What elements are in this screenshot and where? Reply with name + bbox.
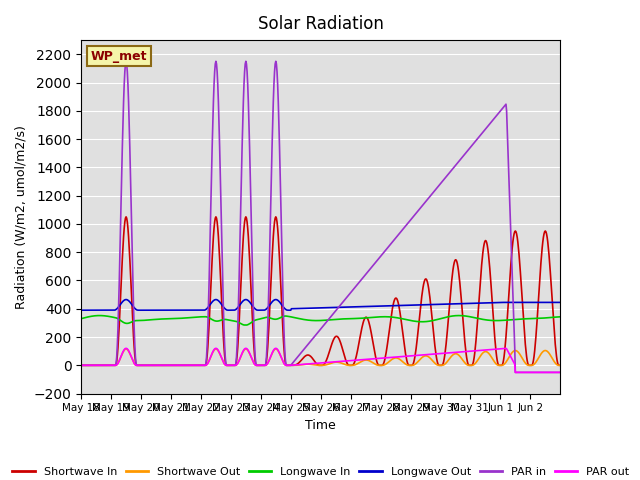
PAR in [122, 59, 130, 64]
Longwave Out [134, 307, 142, 313]
PAR out [397, 354, 404, 360]
X-axis label: Time: Time [305, 419, 336, 432]
PAR out [222, 362, 230, 368]
PAR out [556, 370, 563, 375]
PAR in [556, 370, 563, 375]
Shortwave In [370, 344, 378, 350]
PAR out [122, 346, 130, 351]
Shortwave Out [397, 357, 404, 363]
Line: Shortwave In: Shortwave In [81, 217, 559, 365]
Shortwave Out [246, 351, 253, 357]
Shortwave In [77, 362, 85, 368]
Longwave In [77, 316, 85, 322]
PAR out [370, 356, 378, 361]
PAR out [264, 360, 271, 366]
PAR in [511, 370, 519, 375]
Longwave Out [122, 297, 130, 302]
Longwave In [246, 321, 254, 326]
PAR out [246, 350, 253, 356]
Longwave In [556, 314, 563, 320]
Shortwave Out [222, 362, 230, 368]
PAR in [370, 262, 378, 267]
Shortwave In [134, 362, 142, 368]
Shortwave In [122, 214, 130, 220]
PAR out [511, 370, 519, 375]
Text: WP_met: WP_met [91, 49, 147, 62]
PAR in [222, 361, 230, 367]
PAR out [134, 362, 142, 368]
Legend: Shortwave In, Shortwave Out, Longwave In, Longwave Out, PAR in, PAR out: Shortwave In, Shortwave Out, Longwave In… [8, 463, 634, 480]
Longwave Out [77, 307, 85, 313]
Shortwave Out [134, 362, 142, 368]
Longwave In [371, 314, 378, 320]
PAR in [77, 362, 85, 368]
Shortwave Out [556, 362, 563, 368]
Shortwave In [264, 345, 271, 350]
PAR in [397, 229, 404, 235]
Shortwave In [556, 362, 563, 368]
Longwave Out [264, 305, 271, 311]
Line: Longwave In: Longwave In [81, 315, 559, 325]
Line: PAR in: PAR in [81, 61, 559, 372]
Longwave Out [397, 302, 404, 308]
Longwave In [264, 314, 272, 320]
Line: Shortwave Out: Shortwave Out [81, 349, 559, 365]
Longwave In [95, 312, 103, 318]
Longwave Out [246, 299, 253, 305]
Line: Longwave Out: Longwave Out [81, 300, 559, 310]
PAR out [77, 362, 85, 368]
Longwave In [134, 318, 142, 324]
Title: Solar Radiation: Solar Radiation [258, 15, 383, 33]
Shortwave In [222, 361, 230, 367]
Longwave In [397, 316, 405, 322]
PAR in [134, 362, 142, 368]
PAR in [246, 144, 253, 150]
Shortwave In [397, 313, 404, 319]
Y-axis label: Radiation (W/m2, umol/m2/s): Radiation (W/m2, umol/m2/s) [15, 125, 28, 309]
PAR in [264, 325, 271, 331]
Longwave In [222, 317, 230, 323]
Longwave Out [222, 307, 230, 312]
Shortwave Out [122, 346, 130, 352]
Longwave Out [370, 303, 378, 309]
Shortwave Out [370, 360, 378, 366]
Shortwave Out [77, 362, 85, 368]
Shortwave In [246, 256, 253, 262]
Line: PAR out: PAR out [81, 348, 559, 372]
Longwave In [241, 322, 248, 328]
Shortwave Out [264, 360, 271, 366]
Longwave Out [556, 300, 563, 305]
